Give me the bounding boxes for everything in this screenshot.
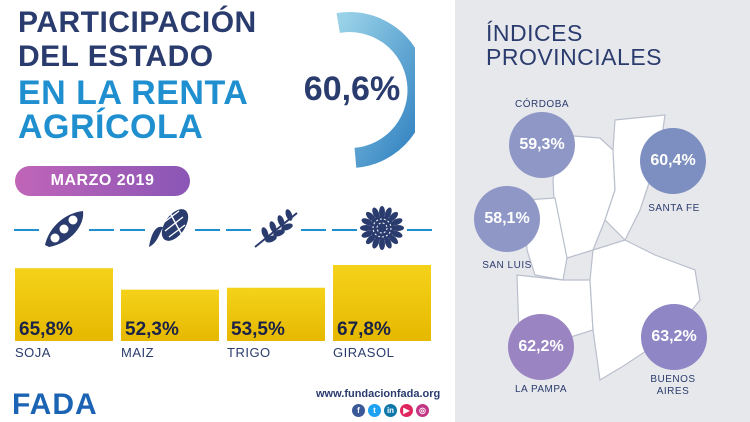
province-bubble-cordoba: 59,3% — [509, 112, 575, 178]
title-line-4: AGRÍCOLA — [18, 108, 204, 146]
title-line-3: EN LA RENTA — [18, 74, 249, 112]
province-bubble-san-luis: 58,1% — [474, 186, 540, 252]
sunflower-petal — [365, 234, 376, 245]
title-line-2: DEL ESTADO — [18, 40, 214, 73]
maiz-icon-row — [120, 205, 220, 251]
sunflower-petal — [392, 225, 404, 231]
value-label-girasol: 67,8% — [337, 319, 391, 340]
value-label-maiz: 52,3% — [125, 319, 179, 340]
value-label-soja: 65,8% — [19, 319, 73, 340]
linkedin-icon[interactable]: in — [384, 404, 397, 417]
category-label-girasol: GIRASOL — [333, 345, 395, 360]
category-label-trigo: TRIGO — [227, 345, 271, 360]
provinces-title-line-2: PROVINCIALES — [486, 44, 662, 70]
overall-ring — [336, 12, 415, 168]
corn-cob-icon — [145, 205, 195, 251]
facebook-icon[interactable]: f — [352, 404, 365, 417]
bar-trigo — [227, 287, 325, 341]
sunflower-petal — [391, 218, 403, 226]
provinces-title-line-1: ÍNDICES — [486, 20, 583, 46]
sunflower-petal — [361, 218, 373, 226]
sunflower-petal — [388, 234, 399, 245]
category-label-soja: SOJA — [15, 345, 51, 360]
sunflower-petal — [379, 238, 385, 250]
website-link[interactable]: www.fundacionfada.org — [316, 388, 441, 400]
crop-bar-chart: 65,8% 52,3% 53,5% 67,8% — [15, 265, 431, 341]
overall-ring-arc — [336, 12, 415, 168]
twitter-icon[interactable]: t — [368, 404, 381, 417]
sunflower-petal — [372, 237, 380, 249]
value-label-trigo: 53,5% — [231, 319, 285, 340]
bar-soja — [15, 268, 113, 341]
sunflower-petal — [360, 225, 372, 231]
sunflower-petal — [372, 207, 380, 219]
social-icons: f t in ▶ ◎ — [352, 404, 429, 417]
bar-girasol — [333, 265, 431, 341]
province-label-santa-fe: SANTA FE — [648, 203, 700, 214]
fada-logo: FADA — [12, 388, 98, 421]
category-label-maiz: MAIZ — [121, 345, 155, 360]
sunflower-petal — [388, 211, 399, 222]
bar-maiz — [121, 289, 219, 341]
province-label-san-luis: SAN LUIS — [482, 260, 532, 271]
instagram-icon[interactable]: ◎ — [416, 404, 429, 417]
sunflower-icon — [357, 205, 407, 251]
sunflower-petal — [384, 237, 392, 249]
province-label-buenos-aires: BUENOS AIRES — [650, 374, 696, 397]
girasol-icon-row — [332, 205, 432, 251]
youtube-icon[interactable]: ▶ — [400, 404, 413, 417]
province-bubble-la-pampa: 62,2% — [508, 314, 574, 380]
trigo-icon-row — [226, 205, 326, 251]
sunflower-petal — [365, 211, 376, 222]
province-label-cordoba: CÓRDOBA — [514, 99, 570, 110]
province-bubble-buenos-aires: 63,2% — [641, 304, 707, 370]
soy-pod-icon — [39, 205, 89, 251]
overall-value: 60,6% — [303, 70, 401, 108]
soja-icon-row — [14, 205, 114, 251]
province-label-la-pampa: LA PAMPA — [515, 384, 567, 395]
sunflower-petal — [384, 207, 392, 219]
sunflower-petal — [379, 206, 385, 218]
province-bubble-santa-fe: 60,4% — [640, 128, 706, 194]
sunflower-petal — [391, 230, 403, 238]
month-badge: MARZO 2019 — [15, 166, 190, 196]
title-line-1: PARTICIPACIÓN — [18, 6, 257, 39]
wheat-branch-icon — [251, 205, 301, 251]
sunflower-petal — [361, 230, 373, 238]
